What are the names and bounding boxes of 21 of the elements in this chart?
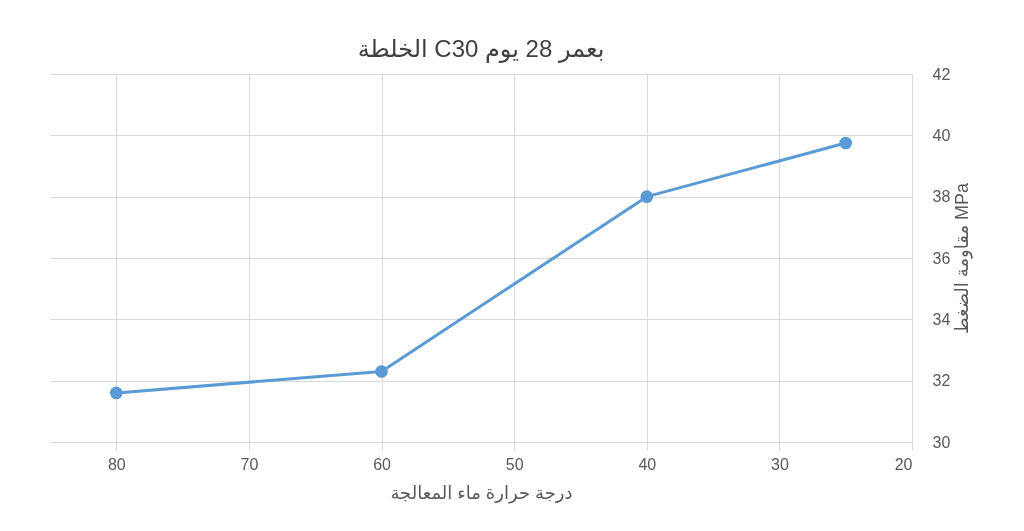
x-tick-label: 60 — [373, 455, 392, 473]
y-tick-label: 30 — [932, 433, 951, 451]
y-tick-label: 32 — [932, 372, 951, 390]
x-tick-label: 70 — [240, 455, 259, 473]
x-axis-title: درجة حرارة ماء المعالجة — [390, 482, 573, 504]
x-tick-label: 80 — [107, 455, 126, 473]
x-tick-label: 40 — [638, 455, 657, 473]
chart-title: الخلطة C30 بعمر 28 يوم — [357, 35, 605, 63]
y-tick-label: 38 — [932, 188, 951, 206]
y-axis-title: مقاومة الضغط MPa — [952, 181, 974, 335]
y-tick-label: 42 — [932, 65, 951, 83]
x-tick-label: 20 — [894, 455, 913, 473]
y-tick-label: 40 — [932, 126, 951, 144]
point — [839, 136, 853, 150]
point — [375, 365, 388, 378]
y-tick-label: 36 — [932, 249, 951, 267]
x-tick-label: 50 — [505, 455, 524, 473]
y-tick-label: 34 — [932, 310, 951, 328]
point — [109, 386, 123, 400]
x-tick-label: 30 — [770, 455, 789, 473]
point — [640, 190, 654, 203]
